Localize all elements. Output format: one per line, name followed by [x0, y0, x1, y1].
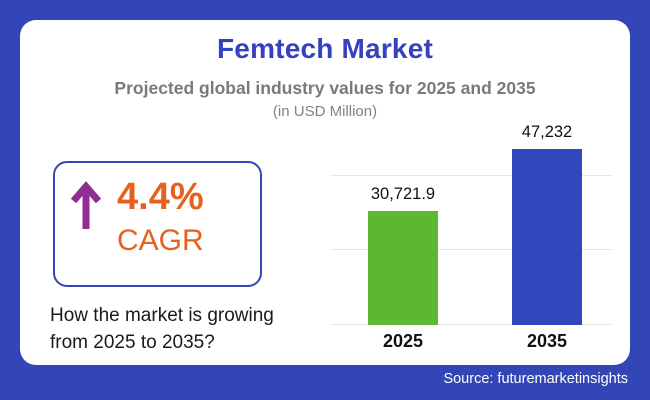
bar-category-label: 2025	[382, 331, 424, 351]
unit-note: (in USD Million)	[272, 103, 378, 120]
bar-group-2035: 47,232	[487, 123, 607, 325]
question-line-2: from 2025 to 2035?	[50, 332, 215, 353]
question-text: How the market is growing from 2025 to 2…	[50, 302, 274, 356]
cagr-text: 4.4% CAGR	[117, 176, 204, 261]
bar-value-label: 47,232	[521, 122, 573, 141]
up-arrow-icon	[70, 181, 102, 229]
cagr-box: 4.4% CAGR	[53, 161, 262, 287]
source-attribution: Source: futuremarketinsights	[443, 371, 628, 387]
chart-subtitle: Projected global industry values for 202…	[114, 78, 536, 98]
cagr-value: 4.4%	[117, 176, 204, 218]
bar-group-2025: 30,721.9	[343, 184, 463, 325]
bar-2035	[512, 148, 582, 325]
bar-category-label: 2035	[526, 331, 568, 351]
bar-chart-plot: 30,721.9 2025 47,232 2035	[330, 120, 612, 351]
gridline	[330, 174, 612, 176]
x-axis-line	[330, 324, 612, 325]
bar-value-label: 30,721.9	[370, 184, 436, 203]
page-title: Femtech Market	[217, 33, 433, 64]
cagr-label: CAGR	[117, 224, 204, 257]
bar-2025	[368, 210, 438, 325]
question-line-1: How the market is growing	[50, 305, 274, 326]
card: Femtech Market Projected global industry…	[20, 20, 630, 365]
gridline	[330, 249, 612, 251]
